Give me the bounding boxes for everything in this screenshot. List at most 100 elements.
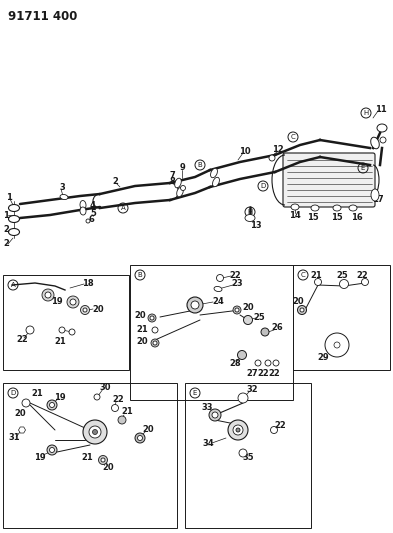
Text: 22: 22 <box>356 271 368 279</box>
Circle shape <box>244 316 252 325</box>
Ellipse shape <box>80 207 86 215</box>
Circle shape <box>42 289 54 301</box>
Circle shape <box>99 456 108 464</box>
Text: 2: 2 <box>112 176 118 185</box>
Text: 6: 6 <box>88 215 94 224</box>
Circle shape <box>50 448 55 453</box>
Text: 19: 19 <box>51 297 63 306</box>
Text: E: E <box>193 390 197 396</box>
Circle shape <box>212 412 218 418</box>
Circle shape <box>135 433 145 443</box>
Circle shape <box>81 305 90 314</box>
Circle shape <box>187 297 203 313</box>
Text: 22: 22 <box>268 369 280 378</box>
Ellipse shape <box>371 137 379 149</box>
Ellipse shape <box>213 177 219 187</box>
Circle shape <box>325 333 349 357</box>
Text: 33: 33 <box>201 402 213 411</box>
Circle shape <box>150 316 154 320</box>
Text: 15: 15 <box>307 213 319 222</box>
Text: 29: 29 <box>317 353 329 362</box>
Text: 20: 20 <box>92 304 104 313</box>
FancyBboxPatch shape <box>283 153 375 207</box>
Text: 25: 25 <box>253 312 265 321</box>
Text: 21: 21 <box>31 389 43 398</box>
Text: 12: 12 <box>272 146 284 155</box>
Text: 22: 22 <box>16 335 28 344</box>
Text: 17: 17 <box>372 196 384 205</box>
Text: 35: 35 <box>242 454 254 463</box>
Ellipse shape <box>60 195 68 199</box>
Circle shape <box>47 445 57 455</box>
Circle shape <box>83 308 87 312</box>
Circle shape <box>86 219 90 223</box>
Circle shape <box>153 341 157 345</box>
Text: 20: 20 <box>102 463 114 472</box>
Text: 16: 16 <box>351 213 363 222</box>
Text: A: A <box>121 205 125 211</box>
Ellipse shape <box>291 204 299 210</box>
Text: H: H <box>247 209 253 215</box>
Ellipse shape <box>211 168 217 177</box>
Ellipse shape <box>333 205 341 211</box>
Text: 1: 1 <box>6 193 12 203</box>
Circle shape <box>112 405 119 411</box>
Text: 28: 28 <box>229 359 241 368</box>
Text: 21: 21 <box>121 408 133 416</box>
Circle shape <box>152 327 158 333</box>
Bar <box>293 265 390 370</box>
Circle shape <box>94 394 100 400</box>
Text: 34: 34 <box>202 439 214 448</box>
Circle shape <box>270 426 277 433</box>
Circle shape <box>228 420 248 440</box>
Text: 21: 21 <box>310 271 322 279</box>
Bar <box>130 265 293 400</box>
Circle shape <box>180 185 185 190</box>
Circle shape <box>237 351 246 359</box>
Text: 26: 26 <box>271 324 283 333</box>
Ellipse shape <box>9 205 20 212</box>
Circle shape <box>334 342 340 348</box>
Text: 24: 24 <box>212 296 224 305</box>
Text: 15: 15 <box>331 213 343 222</box>
Ellipse shape <box>80 200 86 209</box>
Circle shape <box>138 435 143 440</box>
Circle shape <box>298 305 307 314</box>
Circle shape <box>300 308 304 312</box>
Bar <box>3 383 177 528</box>
Text: 3: 3 <box>59 182 65 191</box>
Circle shape <box>83 420 107 444</box>
Circle shape <box>101 458 105 462</box>
Bar <box>3 275 129 370</box>
Circle shape <box>239 449 247 457</box>
Text: 19: 19 <box>54 392 66 401</box>
Text: 5: 5 <box>90 208 96 217</box>
Text: 21: 21 <box>54 337 66 346</box>
Circle shape <box>217 274 224 281</box>
Circle shape <box>26 326 34 334</box>
Circle shape <box>209 409 221 421</box>
Circle shape <box>235 308 239 312</box>
Circle shape <box>233 425 243 435</box>
Ellipse shape <box>214 286 222 292</box>
Circle shape <box>89 426 101 438</box>
Circle shape <box>380 137 386 143</box>
Text: 22: 22 <box>257 369 269 378</box>
Text: D: D <box>10 390 16 396</box>
Circle shape <box>236 428 240 432</box>
Text: 13: 13 <box>250 221 262 230</box>
Circle shape <box>261 328 269 336</box>
Ellipse shape <box>175 178 181 188</box>
Circle shape <box>238 393 248 403</box>
Text: 22: 22 <box>112 395 124 405</box>
Text: 7: 7 <box>169 171 175 180</box>
Text: B: B <box>198 162 202 168</box>
Circle shape <box>362 279 369 286</box>
Ellipse shape <box>377 124 387 132</box>
Circle shape <box>67 296 79 308</box>
Circle shape <box>45 292 51 298</box>
Text: B: B <box>138 272 142 278</box>
Circle shape <box>148 314 156 322</box>
Text: 25: 25 <box>336 271 348 279</box>
Text: A: A <box>11 282 15 288</box>
